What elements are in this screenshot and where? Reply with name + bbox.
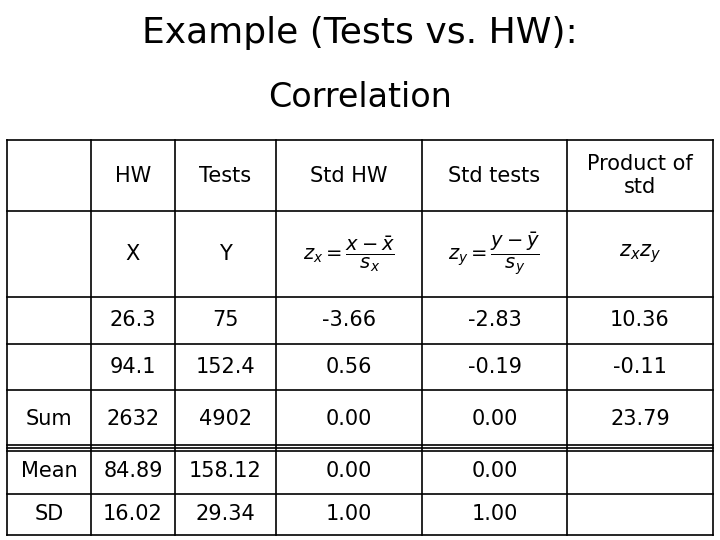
Text: Sum: Sum xyxy=(26,409,73,429)
Text: 26.3: 26.3 xyxy=(109,310,156,330)
Text: 2632: 2632 xyxy=(107,409,159,429)
Text: 0.00: 0.00 xyxy=(472,461,518,481)
Text: Std HW: Std HW xyxy=(310,166,388,186)
Text: 4902: 4902 xyxy=(199,409,252,429)
Text: X: X xyxy=(126,244,140,264)
Text: 23.79: 23.79 xyxy=(610,409,670,429)
Text: Product of
std: Product of std xyxy=(588,154,693,197)
Text: Correlation: Correlation xyxy=(268,81,452,114)
Text: -0.19: -0.19 xyxy=(467,356,521,377)
Text: -0.11: -0.11 xyxy=(613,356,667,377)
Text: $z_y = \dfrac{y - \bar{y}}{s_y}$: $z_y = \dfrac{y - \bar{y}}{s_y}$ xyxy=(449,231,541,277)
Text: 10.36: 10.36 xyxy=(610,310,670,330)
Text: SD: SD xyxy=(35,504,63,524)
Text: 75: 75 xyxy=(212,310,239,330)
Text: 152.4: 152.4 xyxy=(196,356,256,377)
Text: 84.89: 84.89 xyxy=(103,461,163,481)
Text: Example (Tests vs. HW):: Example (Tests vs. HW): xyxy=(142,16,578,50)
Text: 158.12: 158.12 xyxy=(189,461,262,481)
Text: $z_x z_y$: $z_x z_y$ xyxy=(619,242,661,266)
Text: 94.1: 94.1 xyxy=(109,356,156,377)
Text: 0.00: 0.00 xyxy=(325,409,372,429)
Text: -2.83: -2.83 xyxy=(467,310,521,330)
Text: 1.00: 1.00 xyxy=(472,504,518,524)
Text: Y: Y xyxy=(219,244,232,264)
Text: 1.00: 1.00 xyxy=(325,504,372,524)
Text: Tests: Tests xyxy=(199,166,251,186)
Text: HW: HW xyxy=(114,166,151,186)
Text: $z_x = \dfrac{x - \bar{x}}{s_x}$: $z_x = \dfrac{x - \bar{x}}{s_x}$ xyxy=(303,234,395,274)
Text: 0.00: 0.00 xyxy=(472,409,518,429)
Text: 0.00: 0.00 xyxy=(325,461,372,481)
Text: Mean: Mean xyxy=(21,461,78,481)
Text: 29.34: 29.34 xyxy=(196,504,256,524)
Text: 16.02: 16.02 xyxy=(103,504,163,524)
Text: -3.66: -3.66 xyxy=(322,310,376,330)
Text: 0.56: 0.56 xyxy=(325,356,372,377)
Text: Std tests: Std tests xyxy=(449,166,541,186)
